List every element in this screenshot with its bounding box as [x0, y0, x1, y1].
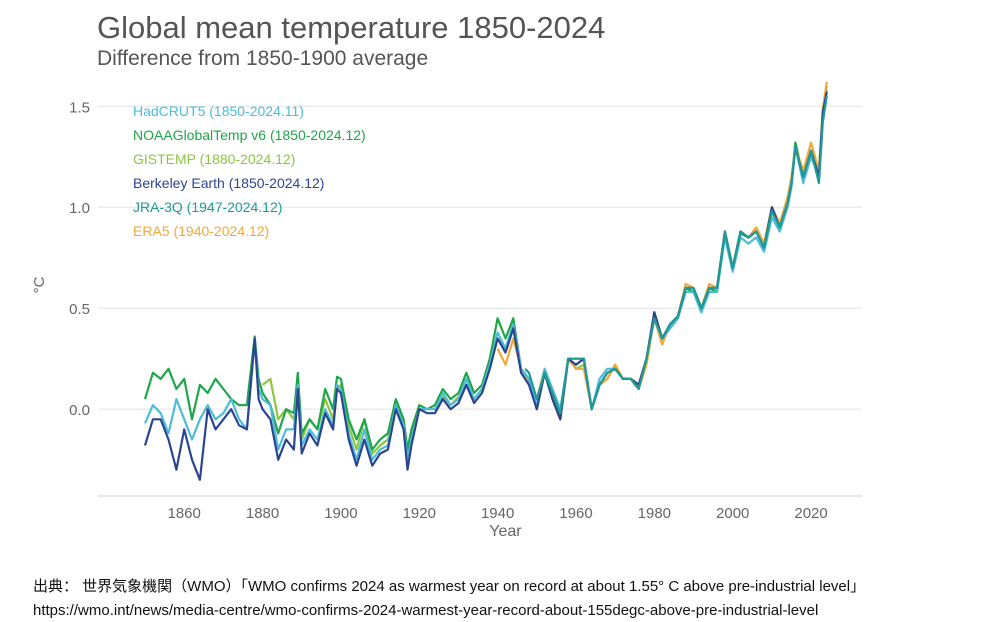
- series-line: [524, 96, 828, 415]
- x-tick-label: 1900: [324, 505, 357, 522]
- x-tick-label: 2000: [716, 505, 749, 522]
- legend-entry: NOAAGlobalTemp v6 (1850-2024.12): [133, 127, 366, 143]
- source-caption: 出典： 世界気象機関（WMO）「WMO confirms 2024 as war…: [33, 578, 866, 595]
- x-axis-label: Year: [489, 523, 522, 540]
- legend-entry: Berkeley Earth (1850-2024.12): [133, 175, 324, 191]
- x-tick-label: 1920: [403, 505, 436, 522]
- axes: 0.0 0.5 1.0 1.5 1860 1880 1900 1920 1940 1960 1980…: [31, 99, 862, 540]
- x-tick-label: 1880: [246, 505, 279, 522]
- chart-title: Global mean temperature 1850-2024: [97, 10, 606, 45]
- legend-entry: ERA5 (1940-2024.12): [133, 223, 269, 239]
- source-url[interactable]: https://wmo.int/news/media-centre/wmo-co…: [33, 602, 819, 619]
- legend-entry: JRA-3Q (1947-2024.12): [133, 199, 282, 215]
- x-tick-label: 1940: [481, 505, 514, 522]
- x-tick-label: 1860: [168, 505, 201, 522]
- legend-entry: GISTEMP (1880-2024.12): [133, 151, 295, 167]
- series-lines: [143, 81, 828, 481]
- legend: HadCRUT5 (1850-2024.11) NOAAGlobalTemp v6…: [133, 103, 366, 239]
- y-tick-label: 1.0: [69, 200, 90, 217]
- y-tick-label: 0.5: [69, 301, 90, 318]
- x-tick-label: 1960: [559, 505, 592, 522]
- series-line: [143, 89, 828, 451]
- x-tick-label: 2020: [794, 505, 827, 522]
- y-tick-label: 1.5: [69, 99, 90, 116]
- x-tick-label: 1980: [638, 505, 671, 522]
- y-tick-label: 0.0: [69, 402, 90, 419]
- chart-subtitle: Difference from 1850-1900 average: [97, 47, 429, 70]
- legend-entry: HadCRUT5 (1850-2024.11): [133, 103, 304, 119]
- series-line: [496, 81, 828, 421]
- y-axis-label: °C: [31, 276, 48, 293]
